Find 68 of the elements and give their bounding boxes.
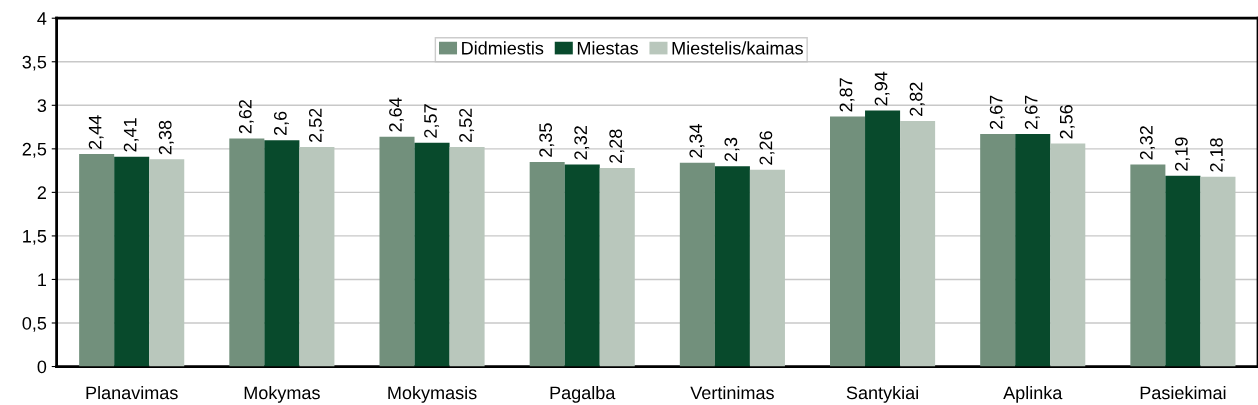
bar [379,136,415,367]
bar [900,120,936,367]
y-tick-label: 3 [37,99,47,113]
data-label: 2,32 [574,126,590,160]
data-label: 2,6 [273,111,289,136]
data-label: 2,18 [1210,138,1225,172]
x-tick-label: Pagalba [550,385,616,403]
bar [1130,164,1166,367]
bar [299,147,335,367]
y-tick-label: 0 [37,360,47,374]
bar [529,161,565,367]
x-tick-label: Mokymas [244,385,320,403]
y-tick-label: 2,5 [22,142,47,158]
bar [79,154,115,367]
data-label: 2,28 [609,129,625,163]
x-tick-label: Mokymasis [388,385,477,403]
data-label: 2,32 [1139,126,1155,160]
bar [264,140,300,367]
data-label: 2,64 [389,97,404,132]
bar [564,164,600,367]
bar [414,142,450,367]
data-label: 2,94 [874,71,890,106]
y-tick-label: 1 [38,273,47,286]
data-label: 2,67 [989,95,1005,129]
bar [449,147,485,367]
bar [149,159,185,367]
bar [1050,143,1086,367]
bar [1015,134,1051,367]
legend-label: Miestas [577,41,638,55]
data-label: 2,3 [724,137,740,162]
bar [865,110,901,367]
bar [1165,175,1201,367]
data-label: 2,38 [158,120,174,155]
data-label: 2,82 [909,82,925,116]
data-label: 2,62 [238,99,254,134]
bar [980,134,1016,367]
legend-label: Didmiestis [462,41,544,55]
y-tick-label: 2 [37,186,46,199]
data-label: 2,19 [1174,137,1190,171]
data-label: 2,67 [1024,95,1040,129]
y-tick-label: 3,5 [22,55,47,71]
x-tick-label: Santykiai [846,385,918,403]
data-label: 2,57 [424,104,440,138]
x-tick-label: Aplinka [1003,385,1063,403]
data-label: 2,44 [88,115,104,149]
data-label: 2,26 [759,131,775,165]
data-label: 2,56 [1059,105,1075,139]
x-tick-label: Vertinimas [690,385,774,400]
data-label: 2,87 [839,78,855,112]
data-label: 2,52 [459,108,475,143]
bar [114,156,150,367]
bar [229,138,265,367]
y-tick-label: 4 [37,12,47,25]
bar [714,166,750,367]
data-label: 2,34 [689,123,705,158]
legend-label: Miestelis/kaimas [672,41,803,55]
bar [830,116,866,367]
bar [599,167,635,367]
bar [749,169,785,367]
data-label: 2,41 [123,118,139,152]
bar [679,162,715,367]
y-tick-label: 0,5 [22,316,47,332]
bar [1200,176,1236,367]
x-tick-label: Pasiekimai [1140,385,1226,400]
x-tick-label: Planavimas [86,385,178,400]
data-label: 2,52 [308,108,324,143]
data-label: 2,35 [539,123,555,157]
y-tick-label: 1,5 [23,230,47,245]
